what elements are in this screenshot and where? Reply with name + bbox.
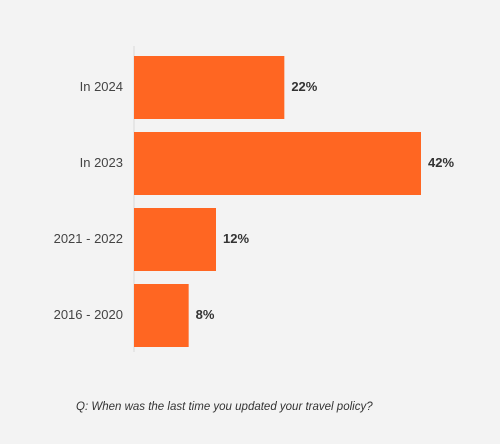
bar bbox=[134, 56, 285, 119]
bar bbox=[134, 132, 421, 195]
value-label: 12% bbox=[223, 231, 249, 246]
bar bbox=[134, 284, 189, 347]
survey-question: Q: When was the last time you updated yo… bbox=[76, 401, 373, 413]
category-label: 2021 - 2022 bbox=[54, 231, 123, 246]
bars-group: In 2024 22% In 2023 42% 2021 - 2022 12% 2016 -… bbox=[54, 56, 454, 347]
category-label: In 2024 bbox=[80, 79, 123, 94]
value-label: 8% bbox=[196, 307, 215, 322]
bar bbox=[134, 208, 216, 271]
category-label: 2016 - 2020 bbox=[54, 307, 123, 322]
value-label: 22% bbox=[291, 79, 317, 94]
value-label: 42% bbox=[428, 155, 454, 170]
category-label: In 2023 bbox=[80, 155, 123, 170]
